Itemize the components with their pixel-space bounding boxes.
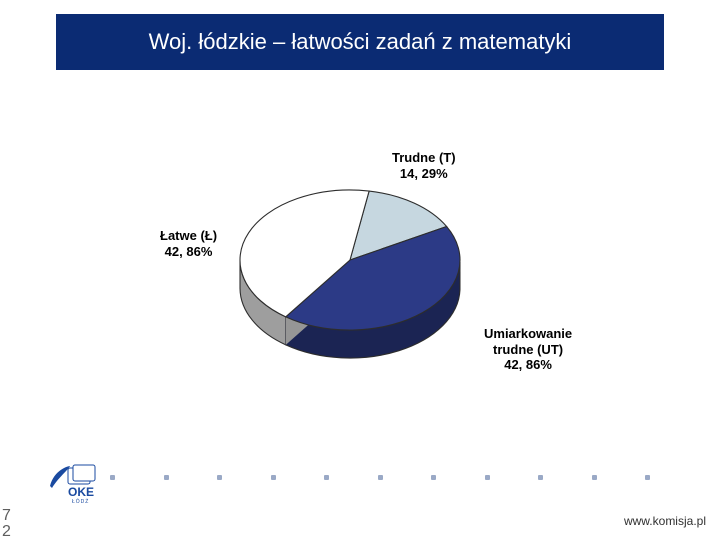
- svg-text:OKE: OKE: [68, 485, 94, 499]
- decorative-dot: [378, 475, 383, 480]
- oke-logo: OKEŁÓDŹ: [48, 460, 112, 504]
- pie-stage: [200, 160, 500, 410]
- decorative-dot: [485, 475, 490, 480]
- page-title: Woj. łódzkie – łatwości zadań z matematy…: [149, 29, 572, 55]
- decorative-dot: [431, 475, 436, 480]
- decorative-dot: [164, 475, 169, 480]
- footer-url: www.komisja.pl: [624, 514, 706, 528]
- svg-text:ŁÓDŹ: ŁÓDŹ: [72, 498, 89, 504]
- page-number-bottom: 2: [2, 524, 11, 540]
- pie-label-trudne: Trudne (T)14, 29%: [392, 150, 456, 181]
- pie-chart: [200, 160, 500, 410]
- decorative-dot: [592, 475, 597, 480]
- decorative-dot: [645, 475, 650, 480]
- page-number: 7 2: [2, 508, 11, 540]
- decorative-dot: [217, 475, 222, 480]
- pie-label-latwe: Łatwe (Ł)42, 86%: [160, 228, 217, 259]
- decorative-dots-row: [110, 472, 650, 482]
- decorative-dot: [324, 475, 329, 480]
- page-number-top: 7: [2, 508, 11, 524]
- decorative-dot: [538, 475, 543, 480]
- pie-label-umiarkowanie: Umiarkowanietrudne (UT)42, 86%: [484, 326, 572, 373]
- title-bar: Woj. łódzkie – łatwości zadań z matematy…: [56, 14, 664, 70]
- pie-chart-area: Trudne (T)14, 29% Umiarkowanietrudne (UT)…: [60, 120, 660, 440]
- decorative-dot: [271, 475, 276, 480]
